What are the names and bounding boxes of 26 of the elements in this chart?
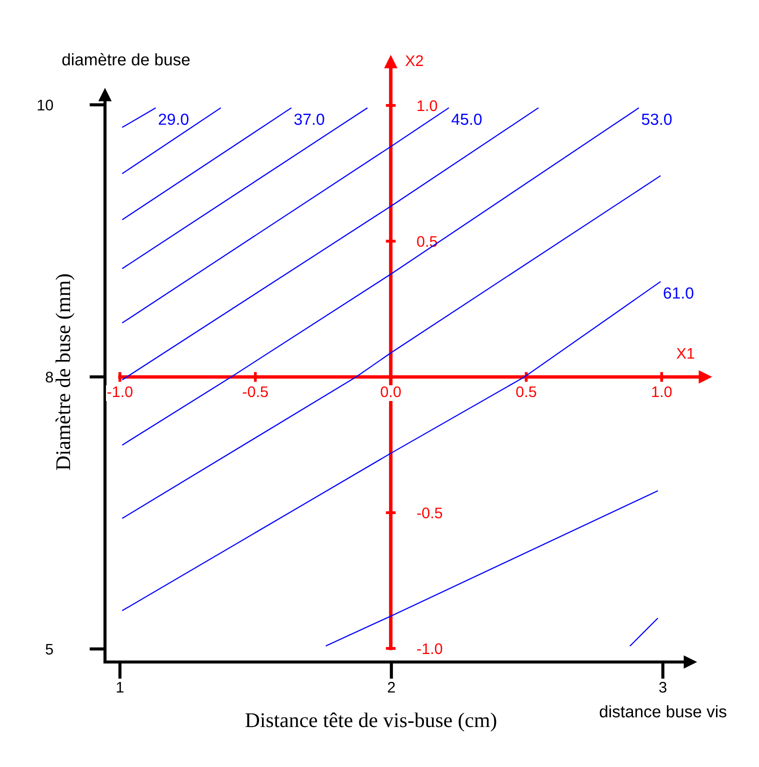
x-tick-label: 1 <box>116 682 124 693</box>
x-axis-title: Distance tête de vis-buse (cm) <box>245 712 496 732</box>
text: diamètre de buse <box>62 53 190 66</box>
y-axis-title: Diamètre de buse (mm) <box>56 274 74 470</box>
x2-tick-label: -1.0 <box>107 386 132 398</box>
x2-axis-title: X1 <box>676 348 694 359</box>
series-label: 37.0 <box>294 114 324 125</box>
text: distance buse vis <box>600 705 726 718</box>
x2-tick-label: 0.0 <box>380 386 401 398</box>
x2-tick-label: 1.0 <box>652 386 672 398</box>
series-label: 45.0 <box>452 114 482 125</box>
x-tick-label: 3 <box>659 682 666 693</box>
series-label: 53.0 <box>642 114 672 125</box>
y-tick-label: 5 <box>46 644 53 655</box>
y2-tick-label: -1.0 <box>417 643 442 654</box>
y-tick-label: 8 <box>46 372 53 383</box>
y2-tick-label: -0.5 <box>417 508 442 518</box>
x2-tick-label: -0.5 <box>242 386 268 398</box>
y-tick-label: 10 <box>38 100 54 110</box>
series-label: 29.0 <box>158 114 188 125</box>
x-tick-label: 2 <box>388 682 395 693</box>
y2-axis-title: X2 <box>405 55 423 66</box>
y2-tick-label: 1.0 <box>418 100 438 112</box>
series-label: 61.0 <box>664 287 694 299</box>
y2-tick-label: 0.5 <box>417 236 438 247</box>
x2-tick-label: 0.5 <box>516 386 536 398</box>
